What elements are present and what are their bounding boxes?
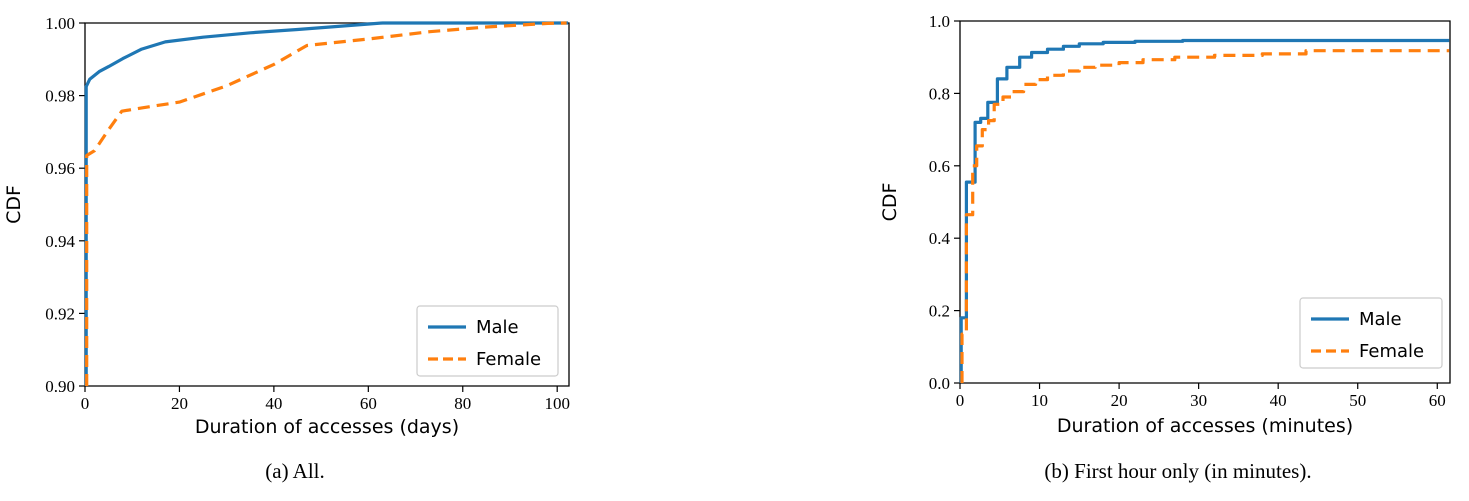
y-tick-label: 0.92 [45, 304, 75, 323]
x-tick-label: 10 [1031, 391, 1048, 410]
legend-label-male: Male [1359, 309, 1402, 330]
y-axis-label: CDF [3, 185, 25, 224]
x-tick-label: 80 [454, 394, 471, 413]
y-tick-label: 0.90 [45, 377, 75, 396]
x-tick-label: 60 [360, 394, 377, 413]
y-tick-label: 0.96 [45, 159, 75, 178]
y-tick-label: 0.98 [45, 87, 75, 106]
x-tick-label: 40 [265, 394, 282, 413]
y-tick-label: 0.2 [929, 302, 950, 321]
x-tick-label: 40 [1270, 391, 1287, 410]
y-tick-label: 0.8 [929, 84, 950, 103]
axes-spines [959, 20, 1451, 384]
legend-label-female: Female [476, 349, 541, 370]
x-axis-label: Duration of accesses (days) [195, 416, 459, 438]
legend-label-female: Female [1359, 341, 1424, 362]
x-tick-label: 50 [1349, 391, 1366, 410]
series-male-line [84, 21, 569, 386]
series-female-line [85, 21, 567, 386]
x-tick-label: 60 [1429, 391, 1446, 410]
chart-a: 0 20 40 60 80 100 0.90 0.92 0.94 0.96 0.98 1.00 Dura… [3, 14, 570, 438]
y-tick-label: 0.94 [45, 232, 75, 251]
caption-b: (b) First hour only (in minutes). [1044, 459, 1312, 483]
series-female-line [960, 49, 1450, 383]
legend-label-male: Male [476, 317, 519, 338]
x-tick-label: 20 [171, 394, 188, 413]
x-axis-label: Duration of accesses (minutes) [1057, 415, 1353, 437]
x-tick-label: 0 [956, 391, 965, 410]
y-tick-label: 0.6 [929, 157, 950, 176]
y-tick-label: 0.4 [929, 229, 951, 248]
x-tick-label: 0 [81, 394, 90, 413]
chart-b: 0 10 20 30 40 50 60 0.0 0.2 0.4 0.6 0.8 1.0 Duration … [879, 12, 1451, 437]
y-axis-label: CDF [879, 183, 901, 222]
x-tick-label: 20 [1111, 391, 1128, 410]
y-tick-label: 1.0 [929, 12, 950, 31]
y-tick-label: 1.00 [45, 14, 75, 33]
x-tick-label: 30 [1190, 391, 1207, 410]
y-tick-label: 0.0 [929, 374, 950, 393]
caption-a: (a) All. [265, 459, 325, 483]
series-male-line [959, 38, 1450, 383]
x-tick-label: 100 [544, 394, 570, 413]
